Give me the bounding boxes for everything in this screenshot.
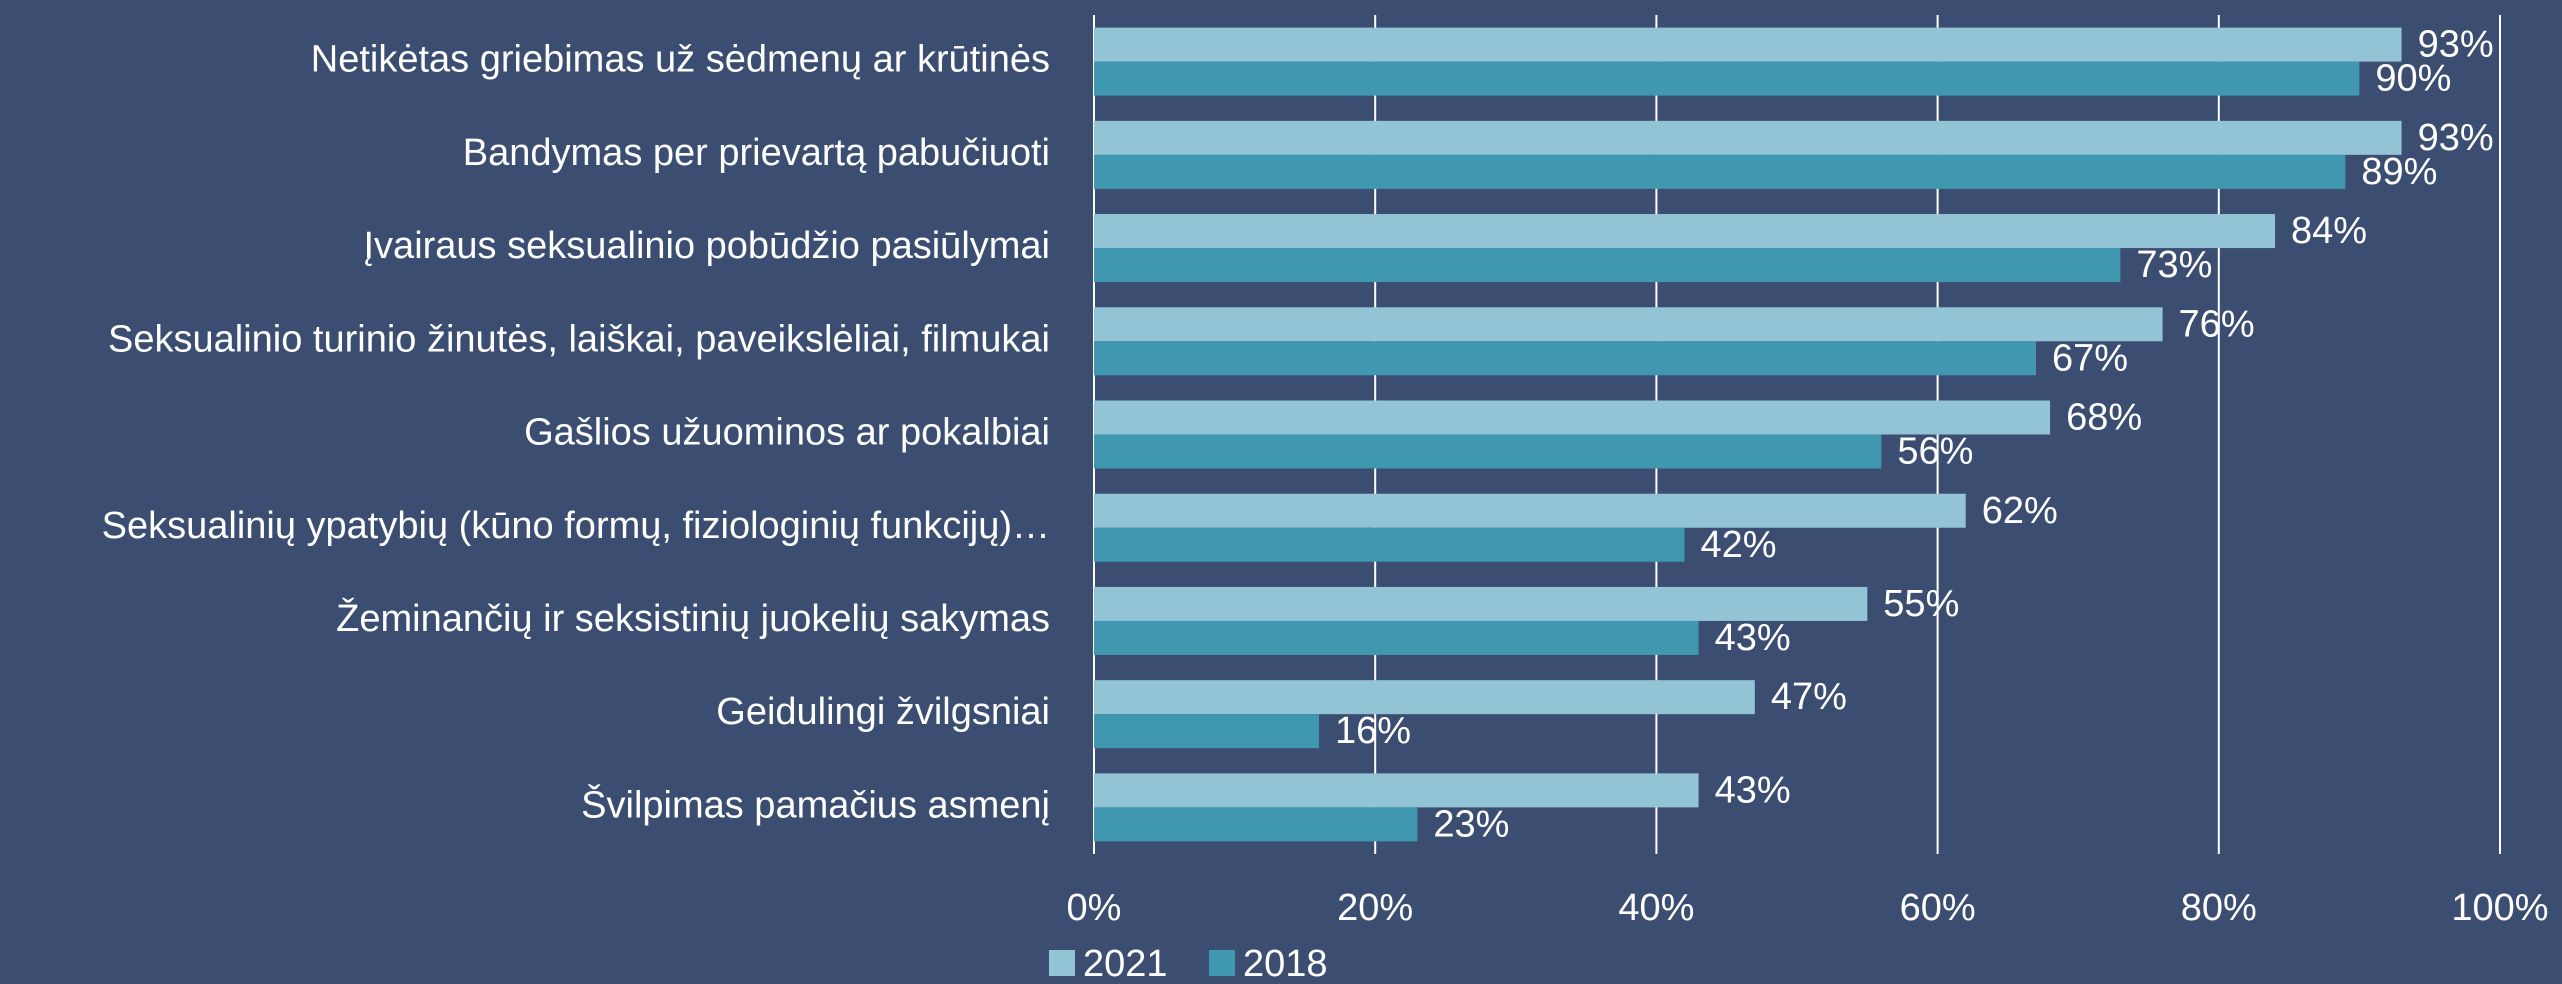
bar [1094, 620, 1699, 655]
bar [1094, 586, 1868, 621]
value-label: 43% [1715, 769, 1791, 811]
legend-swatch [1209, 950, 1235, 976]
value-label: 23% [1433, 803, 1509, 845]
value-label: 93% [2418, 24, 2494, 66]
x-tick-label: 40% [1618, 887, 1694, 929]
value-label: 42% [1701, 524, 1777, 566]
bar [1094, 807, 1418, 842]
bar [1094, 400, 2051, 435]
y-tick-label: Gašlios užuominos ar pokalbiai [524, 412, 1050, 454]
y-tick-label: Seksualinių ypatybių (kūno formų, fiziol… [102, 505, 1050, 547]
bar [1094, 493, 1966, 528]
value-label: 55% [1883, 583, 1959, 625]
x-tick-label: 20% [1337, 887, 1413, 929]
bar [1094, 61, 2360, 96]
x-tick-label: 0% [1067, 887, 1122, 929]
value-label: 89% [2361, 151, 2437, 193]
y-tick-label: Švilpimas pamačius asmenį [581, 782, 1050, 826]
value-label: 84% [2291, 210, 2367, 252]
y-tick-label: Netikėtas griebimas už sėdmenų ar krūtin… [311, 39, 1050, 81]
x-tick-label: 60% [1900, 887, 1976, 929]
x-tick-label: 80% [2181, 887, 2257, 929]
x-tick-label: 100% [2451, 887, 2548, 929]
legend-label: 2018 [1243, 943, 1328, 984]
y-tick-label: Seksualinio turinio žinutės, laiškai, pa… [108, 318, 1050, 360]
y-tick-label: Žeminančių ir seksistinių juokelių sakym… [336, 597, 1050, 640]
legend-label: 2021 [1083, 943, 1168, 984]
value-label: 56% [1897, 431, 1973, 473]
value-label: 43% [1715, 617, 1791, 659]
legend-swatch [1049, 950, 1075, 976]
bar [1094, 154, 2346, 189]
y-tick-label: Geidulingi žvilgsniai [716, 691, 1050, 733]
bar [1094, 527, 1685, 562]
y-tick-label: Įvairaus seksualinio pobūdžio pasiūlymai [364, 225, 1051, 267]
bar [1094, 773, 1699, 808]
value-label: 73% [2136, 244, 2212, 286]
bar [1094, 307, 2163, 342]
bar [1094, 434, 1882, 469]
value-label: 68% [2066, 397, 2142, 439]
value-label: 16% [1335, 710, 1411, 752]
bar [1094, 120, 2402, 155]
value-label: 47% [1771, 676, 1847, 718]
value-label: 90% [2375, 58, 2451, 100]
value-label: 76% [2179, 303, 2255, 345]
bar [1094, 248, 2121, 283]
y-tick-label: Bandymas per prievartą pabučiuoti [463, 132, 1050, 174]
bar [1094, 341, 2037, 376]
bar [1094, 680, 1755, 715]
bar [1094, 27, 2402, 62]
bar [1094, 214, 2276, 249]
value-label: 62% [1982, 490, 2058, 532]
value-label: 67% [2052, 337, 2128, 379]
value-label: 93% [2418, 117, 2494, 159]
bar [1094, 714, 1319, 749]
